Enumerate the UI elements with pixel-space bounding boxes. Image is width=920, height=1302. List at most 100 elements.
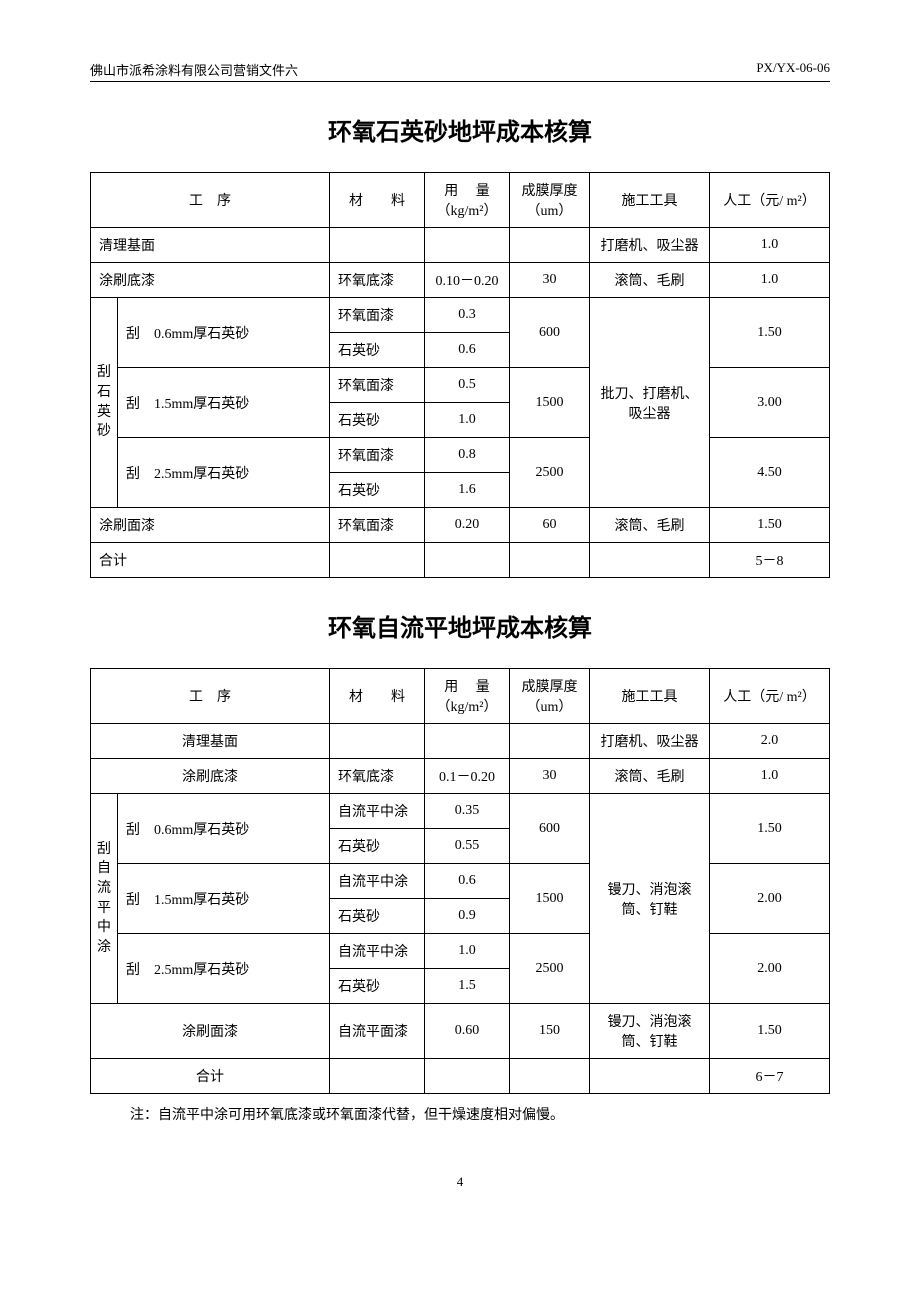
cell <box>510 1059 590 1094</box>
cell-thick: 60 <box>510 508 590 543</box>
table-2: 工 序 材 料 用 量（kg/m²） 成膜厚度（um） 施工工具 人工（元/ m… <box>90 668 830 1094</box>
table-header-row: 工 序 材 料 用 量（kg/m²） 成膜厚度（um） 施工工具 人工（元/ m… <box>91 173 830 228</box>
cell-thick: 30 <box>510 759 590 794</box>
cell-proc: 刮 0.6mm厚石英砂 <box>118 794 330 864</box>
cell <box>330 543 425 578</box>
table-row: 清理基面 打磨机、吸尘器 2.0 <box>91 724 830 759</box>
col-labor: 人工（元/ m²） <box>710 669 830 724</box>
col-tools: 施工工具 <box>590 669 710 724</box>
table-row: 合计 6－7 <box>91 1059 830 1094</box>
cell-mat: 石英砂 <box>330 829 425 864</box>
cell-mat: 环氧面漆 <box>330 368 425 403</box>
cell-usage: 0.55 <box>425 829 510 864</box>
cell <box>425 1059 510 1094</box>
cell-mat: 环氧面漆 <box>330 298 425 333</box>
cell-tools: 镘刀、消泡滚筒、钉鞋 <box>590 1004 710 1059</box>
col-tools: 施工工具 <box>590 173 710 228</box>
table-header-row: 工 序 材 料 用 量（kg/m²） 成膜厚度（um） 施工工具 人工（元/ m… <box>91 669 830 724</box>
cell-total: 合计 <box>91 1059 330 1094</box>
cell-thick: 600 <box>510 794 590 864</box>
cell <box>590 543 710 578</box>
cell-proc: 涂刷面漆 <box>91 508 330 543</box>
col-usage: 用 量（kg/m²） <box>425 669 510 724</box>
cell <box>510 724 590 759</box>
cell-thick: 30 <box>510 263 590 298</box>
cell-mat: 石英砂 <box>330 473 425 508</box>
cell-labor: 1.0 <box>710 228 830 263</box>
cell-labor: 1.50 <box>710 508 830 543</box>
cell-usage: 0.6 <box>425 864 510 899</box>
cell <box>510 228 590 263</box>
cell <box>330 228 425 263</box>
cell-proc: 刮 0.6mm厚石英砂 <box>118 298 330 368</box>
cell <box>330 1059 425 1094</box>
cell-usage: 1.6 <box>425 473 510 508</box>
section2-title: 环氧自流平地坪成本核算 <box>90 608 830 643</box>
cell-mat: 自流平面漆 <box>330 1004 425 1059</box>
cell-mat: 自流平中涂 <box>330 794 425 829</box>
cell-usage: 0.10－0.20 <box>425 263 510 298</box>
cell-labor: 1.0 <box>710 759 830 794</box>
cell-usage: 0.3 <box>425 298 510 333</box>
cell-proc: 刮 1.5mm厚石英砂 <box>118 864 330 934</box>
cell <box>510 543 590 578</box>
cell-thick: 2500 <box>510 438 590 508</box>
cell-proc: 涂刷底漆 <box>91 263 330 298</box>
col-thickness: 成膜厚度（um） <box>510 173 590 228</box>
cell-tools: 滚筒、毛刷 <box>590 263 710 298</box>
table-row: 刮自流平中涂 刮 0.6mm厚石英砂 自流平中涂 0.35 600 镘刀、消泡滚… <box>91 794 830 829</box>
cell-mat: 环氧底漆 <box>330 759 425 794</box>
table-row: 合计 5－8 <box>91 543 830 578</box>
cell-labor: 4.50 <box>710 438 830 508</box>
cell-total: 合计 <box>91 543 330 578</box>
table-row: 涂刷面漆 自流平面漆 0.60 150 镘刀、消泡滚筒、钉鞋 1.50 <box>91 1004 830 1059</box>
cell-mat: 环氧底漆 <box>330 263 425 298</box>
cell-usage: 1.5 <box>425 969 510 1004</box>
col-proc: 工 序 <box>91 669 330 724</box>
cell-proc: 刮 2.5mm厚石英砂 <box>118 438 330 508</box>
cell <box>425 228 510 263</box>
cell-usage: 0.5 <box>425 368 510 403</box>
cell-tools: 镘刀、消泡滚筒、钉鞋 <box>590 794 710 1004</box>
col-material: 材 料 <box>330 669 425 724</box>
cell-scrape-label: 刮石英砂 <box>91 298 118 508</box>
cell-mat: 石英砂 <box>330 403 425 438</box>
cell-labor: 3.00 <box>710 368 830 438</box>
table-row: 刮 1.5mm厚石英砂 自流平中涂 0.6 1500 2.00 <box>91 864 830 899</box>
table-row: 涂刷面漆 环氧面漆 0.20 60 滚筒、毛刷 1.50 <box>91 508 830 543</box>
cell-usage: 0.9 <box>425 899 510 934</box>
cell-labor: 1.50 <box>710 794 830 864</box>
cell-proc: 涂刷面漆 <box>91 1004 330 1059</box>
cell-mat: 石英砂 <box>330 969 425 1004</box>
header-left: 佛山市派希涂料有限公司营销文件六 <box>90 60 298 79</box>
cell-thick: 150 <box>510 1004 590 1059</box>
cell-proc: 清理基面 <box>91 724 330 759</box>
cell-tools: 滚筒、毛刷 <box>590 759 710 794</box>
cell-proc: 涂刷底漆 <box>91 759 330 794</box>
table-row: 刮 2.5mm厚石英砂 环氧面漆 0.8 2500 4.50 <box>91 438 830 473</box>
cell-labor: 1.50 <box>710 1004 830 1059</box>
cell-usage: 1.0 <box>425 934 510 969</box>
cell-labor: 2.0 <box>710 724 830 759</box>
cell-usage: 0.6 <box>425 333 510 368</box>
cell-tools: 打磨机、吸尘器 <box>590 724 710 759</box>
cell-mat: 环氧面漆 <box>330 438 425 473</box>
page-number: 4 <box>90 1174 830 1190</box>
col-material: 材 料 <box>330 173 425 228</box>
cell-labor: 1.0 <box>710 263 830 298</box>
col-usage: 用 量（kg/m²） <box>425 173 510 228</box>
cell-mat: 环氧面漆 <box>330 508 425 543</box>
cell-tools: 批刀、打磨机、吸尘器 <box>590 298 710 508</box>
cell-proc: 清理基面 <box>91 228 330 263</box>
cell-usage: 0.20 <box>425 508 510 543</box>
cell-tools: 打磨机、吸尘器 <box>590 228 710 263</box>
header-right: PX/YX-06-06 <box>756 60 830 79</box>
cell-usage: 0.8 <box>425 438 510 473</box>
cell-labor: 2.00 <box>710 864 830 934</box>
table-row: 刮石英砂 刮 0.6mm厚石英砂 环氧面漆 0.3 600 批刀、打磨机、吸尘器… <box>91 298 830 333</box>
section1-title: 环氧石英砂地坪成本核算 <box>90 112 830 147</box>
cell-mat: 石英砂 <box>330 333 425 368</box>
cell-proc: 刮 1.5mm厚石英砂 <box>118 368 330 438</box>
cell-proc: 刮 2.5mm厚石英砂 <box>118 934 330 1004</box>
cell-total-labor: 6－7 <box>710 1059 830 1094</box>
